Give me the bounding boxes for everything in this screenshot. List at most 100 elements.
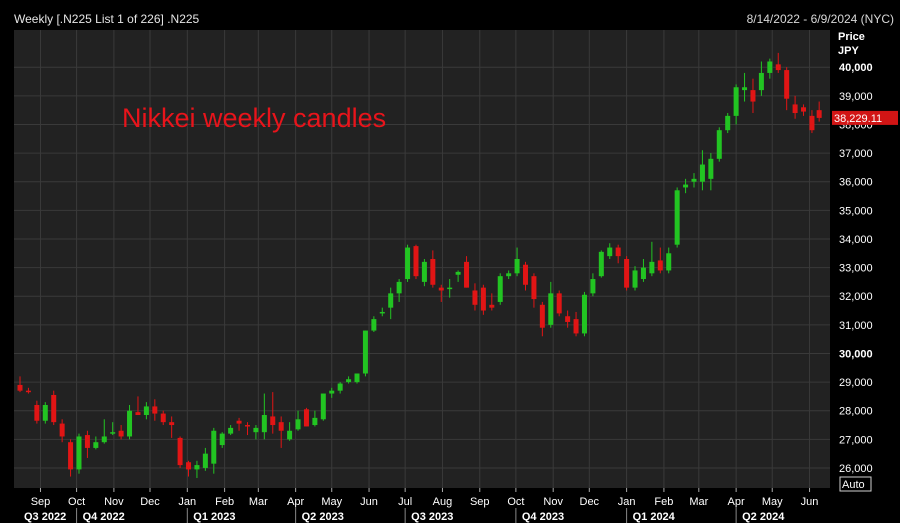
candle-up [640, 259, 646, 282]
y-tick-label: 27,000 [839, 434, 873, 446]
auto-scale-box[interactable] [839, 476, 872, 492]
candle-body [51, 394, 57, 423]
candle-up [447, 279, 453, 298]
candle-down [624, 256, 630, 291]
candle-down [539, 301, 545, 337]
candle-body [784, 70, 790, 99]
candle-up [581, 291, 587, 337]
candle-down [556, 290, 562, 317]
candle-down [472, 283, 478, 311]
candle-body [320, 393, 326, 420]
candle-up [421, 259, 427, 287]
x-tick-label: Nov [543, 496, 563, 508]
candle-body [270, 416, 276, 426]
candle-body [699, 164, 705, 182]
candle-up [455, 270, 461, 282]
candle-down [177, 436, 183, 468]
candle-body [649, 261, 655, 274]
candle-down [51, 390, 57, 426]
candle-up [362, 330, 368, 377]
y-axis-ticks: 26,000 27,000 28,000 29,000 30,000 31,000 32,0… [839, 62, 873, 475]
candle-up [708, 153, 714, 191]
candle-down [430, 250, 436, 288]
candle-down [152, 399, 158, 421]
candle-up [101, 419, 107, 444]
candle-body [177, 437, 183, 466]
x-axis-quarter-labels: Q3 2022 Q4 2022 Q1 2023 Q2 2023 Q3 2023 Q4 20… [0, 508, 830, 523]
candle-body [303, 409, 309, 427]
candle-up [674, 187, 680, 248]
candle-down [657, 247, 663, 274]
y-tick-label: 36,000 [839, 177, 873, 189]
candle-down [236, 417, 242, 431]
candle-up [632, 266, 638, 291]
auto-scale-button[interactable]: Auto [842, 479, 865, 491]
candle-body [371, 319, 377, 331]
instrument-label[interactable]: Weekly [.N225 List 1 of 226] .N225 [14, 12, 200, 26]
candle-body [506, 273, 512, 277]
candle-up [202, 447, 208, 471]
candle-body [388, 293, 394, 308]
candle-body [354, 373, 360, 383]
candle-body [236, 420, 242, 424]
candle-body [101, 436, 107, 443]
candle-body [565, 316, 571, 322]
candle-body [480, 287, 486, 311]
candle-body [640, 267, 646, 280]
candle-body [25, 390, 31, 393]
quarter-label: Q2 2024 [742, 511, 785, 523]
candle-body [152, 406, 158, 414]
date-range-label[interactable]: 8/14/2022 - 6/9/2024 (NYC) [746, 12, 894, 26]
candle-down [25, 387, 31, 394]
candle-body [17, 384, 23, 391]
candle-body [379, 311, 385, 314]
candle-body [244, 425, 250, 427]
candle-body [143, 406, 149, 416]
candle-body [556, 293, 562, 314]
candle-up [127, 404, 133, 440]
toolbar-strip [0, 0, 900, 8]
candle-down [118, 425, 124, 440]
candle-body [421, 261, 427, 282]
candle-body [278, 422, 284, 431]
candle-down [792, 95, 798, 119]
candle-up [312, 410, 318, 427]
candle-body [396, 281, 402, 294]
candle-body [548, 293, 554, 325]
candle-body [405, 247, 411, 280]
candle-down [523, 261, 529, 291]
x-tick-label: May [321, 496, 342, 508]
candle-body [455, 271, 461, 275]
y-axis-footer [831, 477, 900, 493]
gridlines [14, 30, 830, 488]
candle-body [573, 319, 579, 334]
x-tick-label: Mar [249, 496, 268, 508]
candle-down [816, 101, 822, 122]
candle-body [750, 90, 756, 102]
candle-up [598, 250, 604, 278]
candle-down [775, 52, 781, 73]
candle-body [295, 419, 301, 430]
x-tick-label: Jun [801, 496, 819, 508]
candle-body [110, 432, 116, 434]
candle-up [497, 273, 503, 305]
candle-body [624, 259, 630, 288]
candle-body [615, 247, 621, 257]
candle-body [657, 260, 663, 271]
candle-body [219, 433, 225, 446]
quarter-bar [0, 508, 830, 523]
candle-up [320, 393, 326, 421]
price-axis-label: Price [838, 31, 865, 43]
candle-up [590, 273, 596, 297]
candle-body [253, 427, 259, 433]
candle-body [523, 264, 529, 285]
candle-up [42, 402, 48, 424]
last-price-box [832, 110, 898, 125]
candle-down [186, 460, 192, 477]
x-tick-label: Jan [178, 496, 196, 508]
quarter-label: Q1 2024 [633, 511, 676, 523]
chart-title: Nikkei weekly candles [122, 103, 386, 133]
quarter-label: Q3 2022 [24, 511, 66, 523]
candle-body [194, 465, 200, 470]
